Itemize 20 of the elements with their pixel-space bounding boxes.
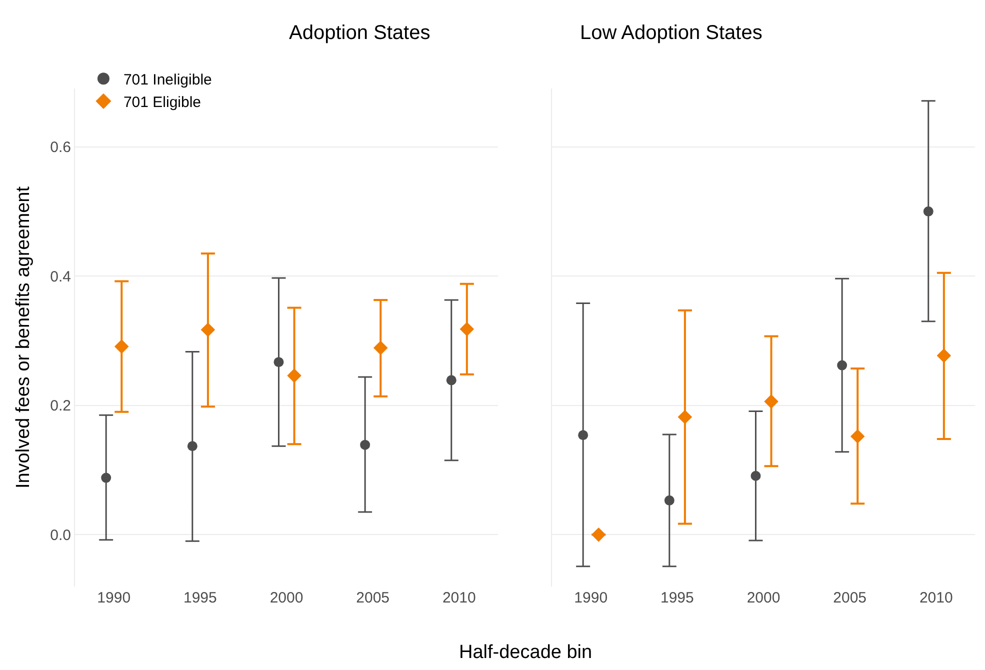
x-tick-label: 2000 — [746, 589, 780, 606]
y-tick-label: 0.2 — [50, 398, 71, 415]
x-tick-label: 1995 — [660, 589, 694, 606]
x-tick-label: 2005 — [833, 589, 867, 606]
legend-label: 701 Ineligible — [123, 72, 212, 88]
y-tick-label: 0.0 — [50, 526, 71, 544]
chart-title: Low Adoption States — [580, 22, 762, 44]
x-tick-label: 2010 — [919, 589, 953, 606]
x-tick-label: 1990 — [574, 589, 608, 606]
x-tick-label: 1990 — [97, 589, 131, 606]
y-axis-title: Involved fees or benefits agreement — [12, 186, 34, 489]
x-tick-label: 1995 — [183, 589, 217, 606]
y-tick-label: 0.4 — [50, 268, 71, 286]
legend-label: 701 Eligible — [123, 94, 202, 111]
x-tick-label: 2005 — [356, 589, 390, 606]
y-tick-label: 0.6 — [50, 139, 71, 156]
chart-title: Adoption States — [289, 22, 430, 44]
x-tick-label: 2010 — [442, 589, 476, 606]
x-tick-label: 2000 — [270, 589, 304, 606]
x-axis-title: Half-decade bin — [459, 642, 592, 663]
